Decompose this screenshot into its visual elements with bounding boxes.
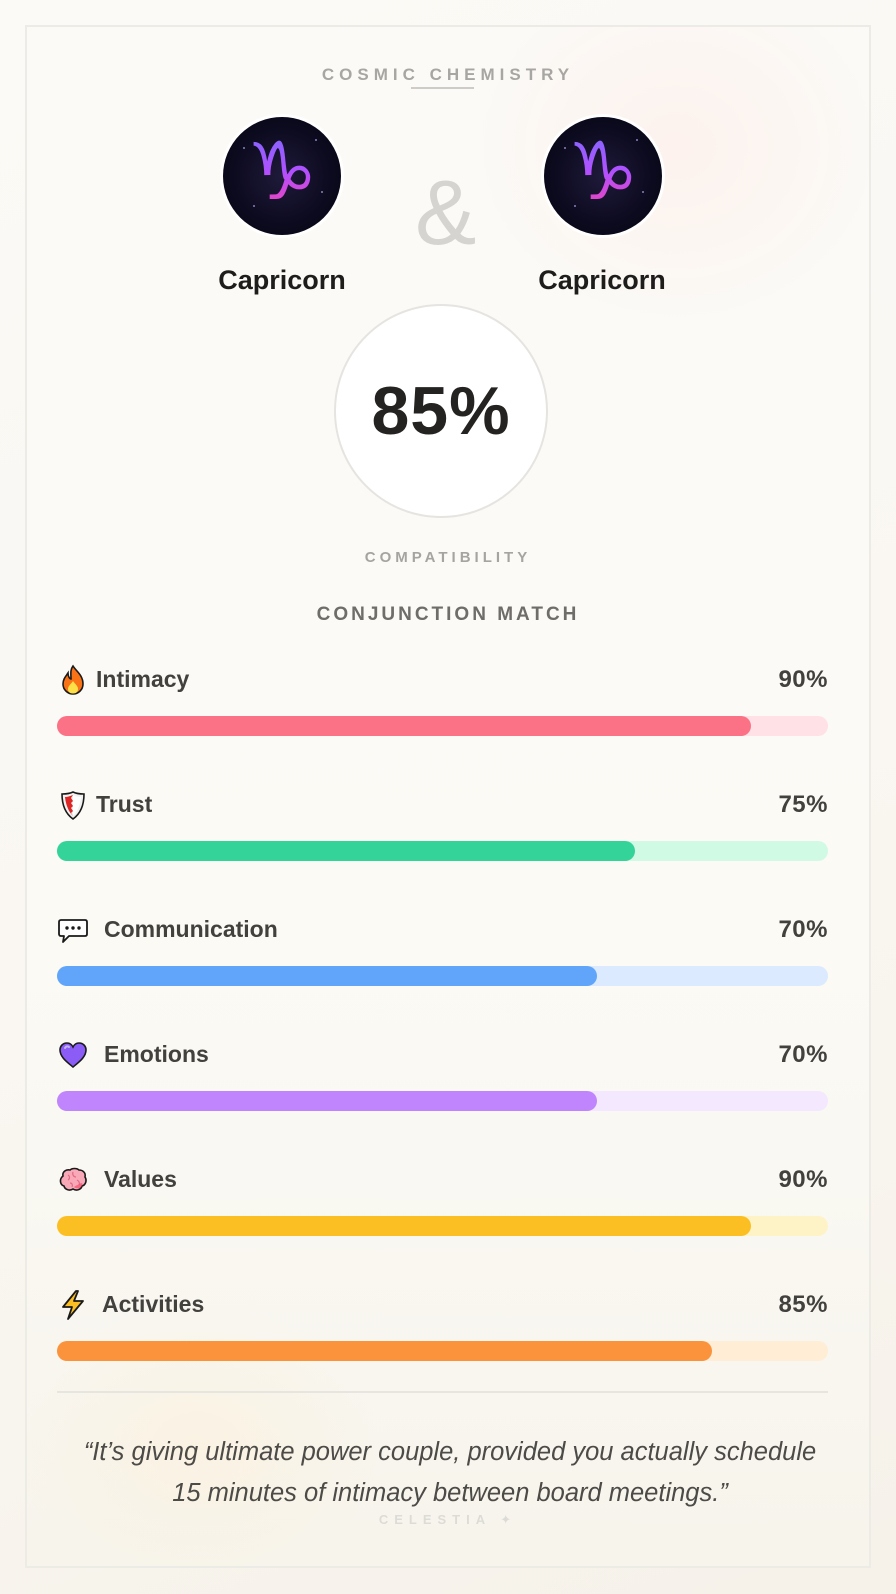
score-value: 85% — [371, 373, 511, 449]
metric-label: Activities — [102, 1291, 205, 1317]
metric-label: Intimacy — [96, 666, 190, 692]
metric-trust: Trust 75% — [57, 789, 828, 861]
divider — [57, 1391, 828, 1393]
metric-label: Values — [104, 1166, 177, 1192]
speech-bubble-icon — [58, 919, 88, 943]
section-title: CONJUNCTION MATCH — [316, 604, 580, 625]
brand-watermark: CELESTIA ✦ — [378, 1512, 518, 1527]
metric-value: 70% — [778, 1041, 828, 1068]
score-label: COMPATIBILITY — [364, 549, 532, 566]
metric-values: Values 90% — [57, 1164, 828, 1236]
progress-fill — [57, 966, 597, 986]
metric-activities: Activities 85% — [57, 1289, 828, 1361]
brain-icon — [59, 1167, 87, 1191]
metric-communication: Communication 70% — [57, 914, 828, 986]
metric-intimacy: Intimacy 90% — [57, 664, 828, 736]
metric-value: 90% — [778, 1166, 828, 1193]
progress-fill — [57, 841, 636, 861]
compatibility-quote: “It’s giving ultimate power couple, prov… — [83, 1438, 817, 1507]
metric-label: Communication — [104, 916, 278, 942]
progress-fill — [57, 716, 751, 736]
metric-label: Emotions — [104, 1041, 209, 1067]
metric-emotions: Emotions 70% — [57, 1039, 828, 1111]
lightning-icon — [62, 1290, 84, 1320]
compatibility-card: COSMIC CHEMISTRY ♑ Capricorn & ♑ Caprico… — [25, 25, 871, 1568]
sign-avatar-left: ♑ — [223, 117, 341, 235]
metric-label: Trust — [96, 791, 153, 817]
sign-avatar-right: ♑ — [544, 117, 662, 235]
capricorn-icon: ♑ — [544, 125, 662, 218]
metric-value: 70% — [778, 916, 828, 943]
progress-track — [57, 716, 828, 736]
card-title: COSMIC CHEMISTRY — [321, 65, 575, 84]
purple-heart-icon — [59, 1042, 87, 1069]
progress-track — [57, 966, 828, 986]
score-circle: 85% — [334, 304, 548, 518]
metric-value: 90% — [778, 666, 828, 693]
sign-name-left: Capricorn — [218, 265, 346, 295]
title-underline — [411, 87, 474, 89]
progress-fill — [57, 1216, 751, 1236]
ampersand: & — [415, 162, 477, 264]
progress-track — [57, 1216, 828, 1236]
progress-track — [57, 841, 828, 861]
progress-track — [57, 1341, 828, 1361]
progress-fill — [57, 1091, 597, 1111]
progress-track — [57, 1091, 828, 1111]
metric-value: 75% — [778, 791, 828, 818]
metric-value: 85% — [778, 1291, 828, 1318]
capricorn-icon: ♑ — [223, 125, 341, 218]
fire-icon — [62, 664, 84, 695]
shield-icon — [61, 791, 85, 820]
progress-fill — [57, 1341, 713, 1361]
sign-name-right: Capricorn — [538, 265, 666, 295]
